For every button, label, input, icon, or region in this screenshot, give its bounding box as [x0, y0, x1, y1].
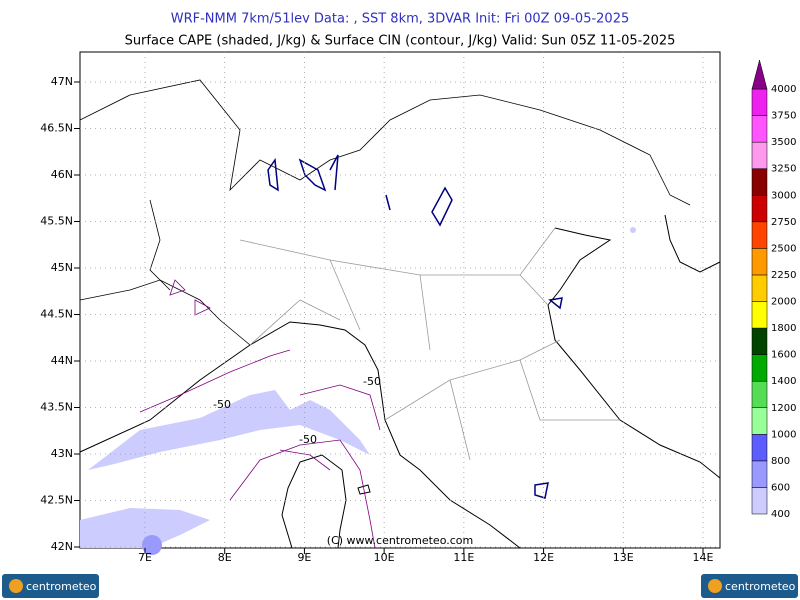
lon-label: 8E: [218, 551, 232, 564]
colorbar-label: 2000: [771, 297, 796, 308]
colorbar-box: [751, 195, 768, 223]
colorbar-over: [751, 59, 768, 90]
colorbar-label: 3250: [771, 164, 796, 175]
colorbar-label: 2500: [771, 243, 796, 254]
lat-label: 47N: [51, 75, 73, 88]
colorbar-label: 400: [771, 509, 790, 520]
colorbar-label: 1200: [771, 403, 796, 414]
contour-label: -50: [363, 375, 381, 388]
colorbar-label: 2750: [771, 217, 796, 228]
colorbar-label: 1000: [771, 429, 796, 440]
colorbar-box: [751, 115, 768, 143]
map-frame: [79, 51, 721, 549]
colorbar-label: 1400: [771, 376, 796, 387]
logo-left: centrometeo: [2, 574, 99, 598]
lat-label: 45N: [51, 261, 73, 274]
borders: [79, 79, 691, 461]
lon-label: 7E: [138, 551, 152, 564]
colorbar-label: 1800: [771, 323, 796, 334]
colorbar-box: [751, 327, 768, 355]
colorbar-box: [751, 407, 768, 435]
colorbar-label: 1600: [771, 350, 796, 361]
lon-label: 13E: [613, 551, 634, 564]
copyright: (C) www.centrometeo.com: [327, 534, 473, 547]
lon-label: 10E: [374, 551, 395, 564]
logo-text: centrometeo: [725, 580, 796, 593]
lon-label: 12E: [533, 551, 554, 564]
colorbar-box: [751, 248, 768, 276]
lon-label: 9E: [297, 551, 311, 564]
title: WRF-NMM 7km/51lev Data: , SST 8km, 3DVAR…: [171, 12, 630, 27]
colorbar-label: 800: [771, 456, 790, 467]
lat-label: 42.5N: [40, 494, 73, 507]
lon-label: 14E: [693, 551, 714, 564]
colorbar-box: [751, 434, 768, 462]
lat-label: 46.5N: [40, 122, 73, 135]
colorbar-label: 4000: [771, 84, 796, 95]
lat-label: 44N: [51, 354, 73, 367]
lat-label: 43N: [51, 447, 73, 460]
colorbar-box: [751, 460, 768, 488]
lon-label: 11E: [453, 551, 474, 564]
colorbar-label: 3000: [771, 190, 796, 201]
colorbar-label: 3750: [771, 111, 796, 122]
logo-right: centrometeo: [701, 574, 798, 598]
colorbar-label: 2250: [771, 270, 796, 281]
colorbar-box: [751, 380, 768, 408]
colorbar-box: [751, 221, 768, 249]
contour-label: -50: [299, 433, 317, 446]
contour-label: -50: [213, 398, 231, 411]
subtitle: Surface CAPE (shaded, J/kg) & Surface CI…: [125, 34, 676, 49]
lat-label: 45.5N: [40, 215, 73, 228]
lat-label: 46N: [51, 168, 73, 181]
logo-text: centrometeo: [26, 580, 97, 593]
lat-label: 43.5N: [40, 401, 73, 414]
colorbar-label: 600: [771, 482, 790, 493]
cin-contours: [139, 279, 381, 549]
colorbar-box: [751, 354, 768, 382]
colorbar-box: [751, 168, 768, 196]
lat-label: 44.5N: [40, 308, 73, 321]
lat-label: 42N: [51, 540, 73, 553]
colorbar-label: 3500: [771, 137, 796, 148]
labels: 47N 46.5N 46N 45.5N 45N 44.5N 44N 43.5N 43N 42.5N…: [40, 52, 796, 564]
colorbar-box: [751, 487, 768, 515]
colorbar-box: [751, 301, 768, 329]
colorbar-box: [751, 141, 768, 169]
colorbar-box: [751, 88, 768, 116]
colorbar-box: [751, 274, 768, 302]
coastlines: [79, 214, 721, 549]
